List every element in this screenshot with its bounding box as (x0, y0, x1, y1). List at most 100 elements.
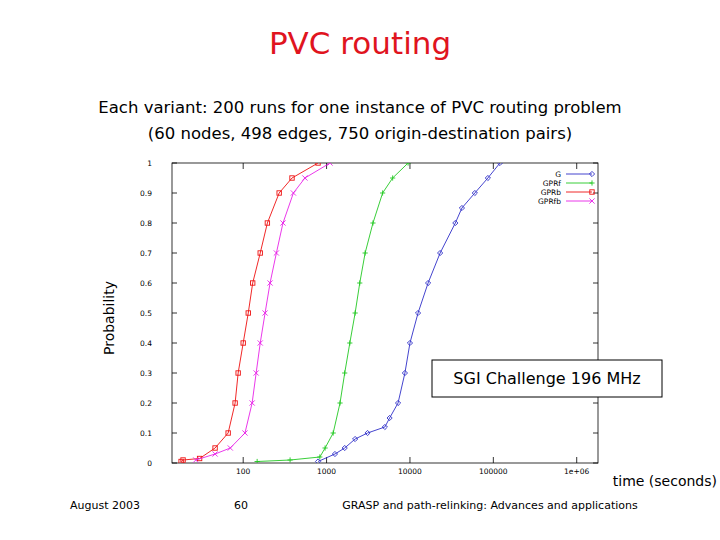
annotation-box (432, 360, 662, 397)
data-point (258, 340, 263, 345)
y-tick (172, 163, 598, 164)
data-point (316, 163, 320, 165)
plot-area (179, 163, 503, 463)
x-tick-label: 100000 (479, 467, 508, 476)
data-point (438, 250, 443, 255)
x-tick-label: 1e+06 (564, 467, 589, 476)
data-point (387, 415, 392, 420)
series-line (318, 163, 500, 462)
y-tick (172, 403, 598, 404)
x-axis-label: time (seconds) (613, 473, 717, 489)
y-tick-label: 0.5 (140, 309, 152, 318)
data-point (254, 370, 259, 375)
data-point (274, 250, 279, 255)
legend-label: G (555, 170, 561, 179)
data-point (262, 310, 267, 315)
data-point (342, 445, 347, 450)
data-point (425, 280, 430, 285)
legend-label: GPRfb (538, 197, 561, 206)
x-tick-label: 10000 (398, 467, 422, 476)
data-point (405, 163, 410, 166)
data-point (228, 445, 233, 450)
data-point (472, 190, 477, 195)
data-point (181, 458, 185, 462)
data-point (255, 459, 260, 463)
footer-text: GRASP and path-relinking: Advances and a… (342, 499, 638, 512)
data-point (357, 280, 362, 285)
data-point (290, 176, 294, 180)
x-tick (576, 163, 577, 463)
data-point (497, 163, 502, 166)
y-tick-label: 0.8 (140, 219, 152, 228)
y-tick-label: 0.3 (140, 369, 152, 378)
y-tick (172, 463, 598, 464)
y-tick (172, 313, 598, 314)
y-tick-label: 0.6 (140, 279, 152, 288)
series-line (257, 163, 408, 462)
y-tick-label: 0.2 (140, 399, 152, 408)
legend-swatch (566, 174, 592, 175)
x-tick-label: 100 (236, 467, 251, 476)
y-tick-label: 0.1 (140, 429, 152, 438)
data-point (365, 430, 370, 435)
data-point (327, 163, 332, 166)
data-point (459, 205, 464, 210)
footer-page: 60 (234, 499, 248, 512)
data-point (395, 400, 400, 405)
data-point (246, 311, 250, 315)
data-point (241, 341, 245, 345)
data-point (353, 436, 358, 441)
series-line (196, 163, 330, 460)
data-point (233, 401, 237, 405)
data-point (226, 431, 230, 435)
y-tick-label: 1 (147, 159, 152, 168)
y-tick (172, 253, 598, 254)
legend-marker (590, 190, 594, 194)
title: PVC routing (269, 25, 451, 61)
legend-swatch (566, 201, 592, 202)
subtitle: (60 nodes, 498 edges, 750 origin-destina… (148, 124, 572, 143)
y-tick (172, 223, 598, 224)
data-point (322, 445, 327, 450)
data-point (390, 175, 395, 180)
y-tick-label: 0.4 (140, 339, 152, 348)
y-tick (172, 343, 598, 344)
y-tick (172, 283, 598, 284)
data-point (382, 424, 387, 429)
data-point (407, 340, 412, 345)
data-point (291, 190, 296, 195)
x-tick (243, 163, 244, 463)
data-point (485, 175, 490, 180)
x-tick (326, 163, 327, 463)
data-point (236, 371, 240, 375)
data-point (337, 400, 342, 405)
x-tick (409, 163, 410, 463)
annotation: SGI Challenge 196 MHz (453, 369, 640, 388)
data-point (280, 220, 285, 225)
data-point (347, 340, 352, 345)
y-tick (172, 433, 598, 434)
background (0, 0, 720, 540)
x-tick-label: 1000 (317, 467, 336, 476)
slide: PVC routingEach variant: 200 runs for on… (0, 0, 720, 540)
data-point (302, 175, 307, 180)
data-point (317, 454, 322, 459)
data-point (342, 370, 347, 375)
y-tick-label: 0.9 (140, 189, 152, 198)
data-point (242, 430, 247, 435)
data-point (193, 457, 198, 462)
data-point (213, 446, 217, 450)
data-point (453, 220, 458, 225)
data-point (331, 430, 336, 435)
legend-marker (589, 180, 594, 185)
data-point (353, 310, 358, 315)
legend-swatch (566, 192, 592, 193)
legend-label: GPRb (541, 188, 562, 197)
series-line (181, 163, 318, 462)
data-point (258, 251, 262, 255)
y-tick-label: 0 (147, 459, 152, 468)
legend: GGPRfGPRbGPRfb (538, 170, 595, 206)
legend-swatch (566, 183, 592, 184)
data-point (287, 457, 292, 462)
data-point (250, 281, 254, 285)
